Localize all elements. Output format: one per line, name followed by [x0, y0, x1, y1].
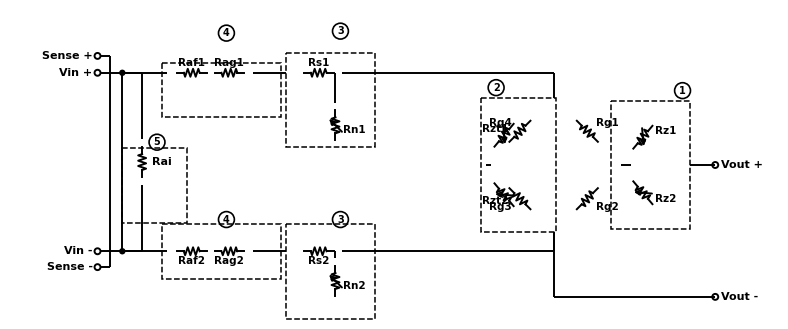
Text: Sense +: Sense + — [42, 51, 92, 61]
Text: Rag1: Rag1 — [214, 58, 244, 68]
Text: Rg2: Rg2 — [596, 202, 619, 212]
Text: Rg1: Rg1 — [596, 118, 619, 128]
Text: Rz1: Rz1 — [655, 126, 676, 136]
Text: Rz2: Rz2 — [655, 194, 676, 204]
Text: Raf1: Raf1 — [178, 58, 205, 68]
Bar — [122, 148, 187, 222]
Text: Rs1: Rs1 — [308, 58, 329, 68]
Text: Rn2: Rn2 — [344, 281, 366, 291]
Circle shape — [120, 70, 125, 75]
Text: 4: 4 — [223, 28, 230, 38]
Text: 5: 5 — [154, 137, 161, 147]
Text: Rzt1: Rzt1 — [482, 124, 508, 134]
Text: 3: 3 — [337, 215, 344, 224]
Bar — [162, 63, 281, 117]
Text: Rai: Rai — [152, 157, 172, 167]
Bar — [286, 53, 375, 147]
Text: Rag2: Rag2 — [214, 256, 244, 266]
Text: 3: 3 — [337, 26, 344, 36]
Text: Sense -: Sense - — [46, 262, 92, 272]
Bar — [162, 224, 281, 279]
Text: Raf2: Raf2 — [178, 256, 205, 266]
Text: Rg3: Rg3 — [489, 202, 511, 212]
Bar — [286, 224, 375, 319]
Bar — [481, 98, 556, 232]
Text: Vin +: Vin + — [59, 68, 92, 78]
Text: Vin -: Vin - — [64, 246, 92, 256]
Text: Rg4: Rg4 — [489, 118, 511, 128]
Bar — [611, 101, 690, 229]
Text: Vout +: Vout + — [721, 160, 763, 170]
Text: 2: 2 — [492, 83, 500, 93]
Text: Rn1: Rn1 — [344, 125, 366, 135]
Circle shape — [120, 249, 125, 254]
Text: Rs2: Rs2 — [308, 256, 329, 266]
Text: Vout -: Vout - — [721, 292, 759, 302]
Text: 4: 4 — [223, 215, 230, 224]
Text: 1: 1 — [679, 86, 686, 96]
Text: Rzt2: Rzt2 — [482, 196, 508, 206]
